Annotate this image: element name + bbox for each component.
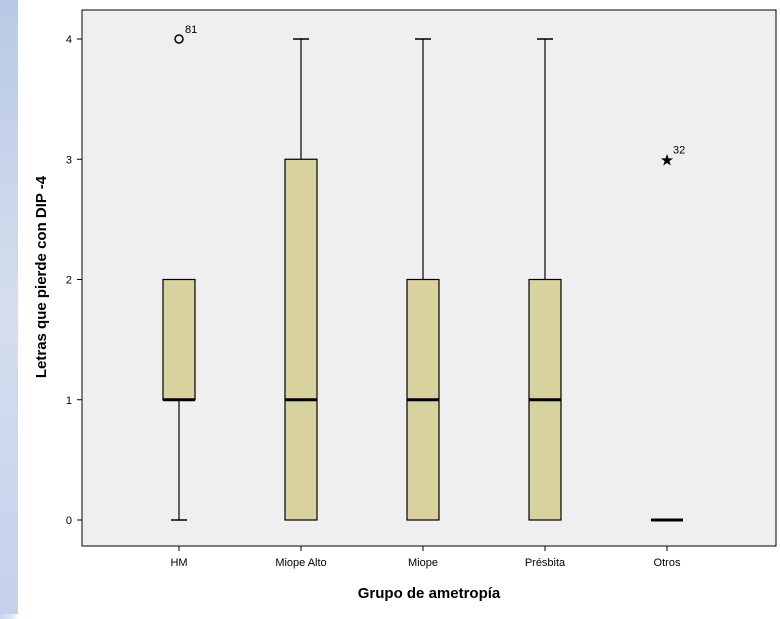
boxplot-chart: 0 1 2 3 4 HM 81 Miope Alto Miope Présbita Otros ★32… [18, 4, 780, 614]
y-tick-label: 3 [66, 154, 72, 166]
x-tick-label: HM [170, 557, 187, 569]
slide: 0 1 2 3 4 HM 81 Miope Alto Miope Présbita Otros ★ 32… [18, 4, 780, 614]
slide-side-band [0, 0, 18, 614]
outlier-label: 81 [185, 24, 197, 36]
box [162, 278, 196, 401]
y-tick-label: 0 [66, 515, 72, 527]
outlier-circle [174, 34, 184, 44]
box [284, 158, 318, 521]
outlier-star: ★ [660, 152, 674, 169]
x-tick-label: Miope Alto [275, 557, 326, 569]
x-axis-label: Grupo de ametropía [358, 585, 501, 602]
x-tick-label: Miope [408, 557, 438, 569]
y-tick-label: 2 [66, 275, 72, 287]
chart-marks: 0 1 2 3 4 HM 81 Miope Alto Miope Présbita Otros ★32 [66, 24, 685, 569]
outlier-label: 32 [673, 144, 685, 156]
x-tick-label: Présbita [525, 557, 566, 569]
y-tick-label: 4 [66, 34, 72, 46]
x-tick-label: Otros [654, 557, 681, 569]
y-axis-label: Letras que pierde con DIP -4 [33, 175, 50, 378]
y-tick-label: 1 [66, 395, 72, 407]
